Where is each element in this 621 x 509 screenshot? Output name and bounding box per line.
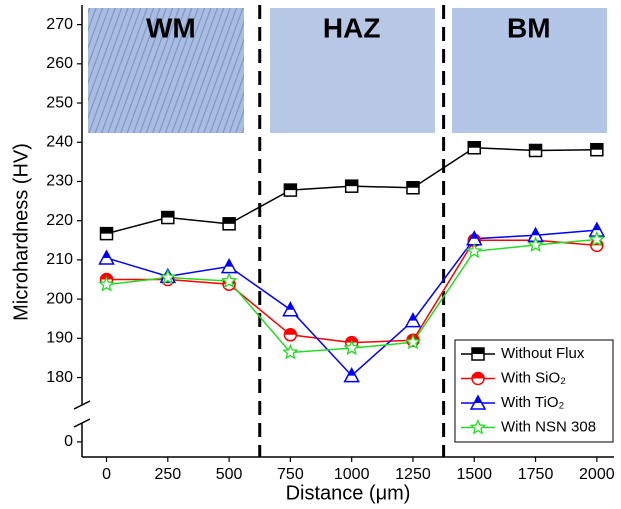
micrograph-wm — [88, 8, 244, 133]
x-tick-label: 1750 — [518, 466, 554, 483]
marker-fill — [593, 223, 601, 231]
y-axis-label: Microhardness (HV) — [10, 143, 32, 321]
data-point — [527, 236, 544, 253]
series-line — [106, 239, 597, 344]
marker-fill — [225, 259, 233, 267]
legend-marker — [471, 347, 485, 361]
y-tick-label: 270 — [46, 16, 73, 33]
marker-shape — [220, 272, 238, 289]
data-point — [590, 142, 604, 157]
marker-fill — [468, 141, 481, 148]
data-point — [404, 333, 422, 350]
data-point — [467, 140, 482, 155]
data-point — [98, 249, 115, 265]
marker-fill — [102, 250, 111, 258]
marker-fill — [409, 313, 417, 321]
marker-fill — [474, 396, 482, 403]
x-tick-label: 250 — [154, 466, 181, 483]
data-point — [98, 275, 115, 292]
legend-label: Without Flux — [501, 345, 585, 362]
data-point — [282, 343, 299, 360]
y-tick-label: 200 — [46, 290, 73, 307]
data-point — [282, 301, 299, 317]
marker-shape — [343, 339, 360, 356]
data-point — [588, 230, 606, 247]
region-label: WM — [146, 12, 196, 43]
marker-fill — [284, 184, 297, 191]
data-point — [220, 257, 238, 274]
x-tick-label: 1500 — [456, 466, 492, 483]
marker-fill — [406, 181, 419, 188]
y-tick-label: 180 — [46, 369, 73, 386]
x-tick-label: 500 — [216, 466, 243, 483]
marker-shape — [465, 242, 483, 259]
axis-break — [73, 400, 91, 410]
marker-fill — [345, 180, 358, 187]
marker-fill — [223, 217, 236, 224]
y-tick-label: 240 — [46, 133, 73, 150]
data-point — [99, 226, 114, 241]
x-tick-label: 750 — [277, 466, 304, 483]
y-tick-label: 250 — [46, 94, 73, 111]
marker-fill — [472, 348, 484, 354]
y-tick-label: 230 — [46, 173, 73, 190]
y-tick-label: 260 — [46, 55, 73, 72]
marker-fill — [286, 302, 294, 310]
marker-shape — [527, 236, 544, 253]
micrograph-bm — [452, 8, 607, 133]
legend-label: With SiO₂ — [501, 369, 566, 386]
marker-fill — [529, 144, 542, 151]
marker-shape — [469, 418, 487, 435]
marker-shape — [98, 275, 115, 292]
series-line — [106, 238, 597, 354]
y-tick-label: 210 — [46, 251, 73, 268]
marker-fill — [472, 372, 484, 379]
marker-fill — [590, 143, 603, 150]
legend-label: With NSN 308 — [501, 418, 596, 435]
x-tick-label: 1000 — [334, 466, 370, 483]
data-point — [404, 312, 422, 328]
data-point — [528, 143, 543, 158]
data-point — [465, 242, 483, 259]
x-tick-label: 1250 — [395, 466, 431, 483]
y-tick-label: 220 — [46, 212, 73, 229]
legend-marker — [469, 394, 487, 410]
marker-shape — [159, 268, 177, 285]
y-tick-label: 0 — [64, 433, 73, 450]
marker-fill — [348, 368, 356, 376]
marker-shape — [282, 343, 299, 360]
data-point — [222, 217, 236, 231]
legend-marker — [469, 418, 487, 435]
marker-fill — [161, 211, 174, 218]
x-tick-label: 2000 — [579, 466, 615, 483]
data-point — [220, 272, 238, 289]
marker-fill — [284, 328, 297, 335]
region-label: BM — [507, 12, 551, 43]
marker-shape — [404, 333, 422, 350]
x-tick-label: 0 — [102, 466, 111, 483]
data-point — [406, 180, 420, 195]
micrograph-haz — [270, 8, 435, 133]
axis-break — [73, 418, 91, 428]
data-point — [283, 328, 298, 342]
region-label: HAZ — [323, 12, 381, 43]
data-point — [343, 339, 360, 356]
marker-fill — [470, 231, 478, 239]
y-tick-label: 190 — [46, 330, 73, 347]
data-point — [159, 268, 177, 285]
legend-marker — [471, 371, 485, 386]
data-point — [161, 210, 175, 225]
marker-fill — [531, 228, 540, 236]
data-point — [343, 367, 360, 383]
data-point — [283, 183, 298, 197]
marker-shape — [588, 230, 606, 247]
x-axis-label: Distance (μm) — [286, 482, 411, 504]
marker-fill — [100, 227, 113, 234]
legend-label: With TiO₂ — [501, 394, 565, 411]
data-point — [344, 179, 359, 193]
